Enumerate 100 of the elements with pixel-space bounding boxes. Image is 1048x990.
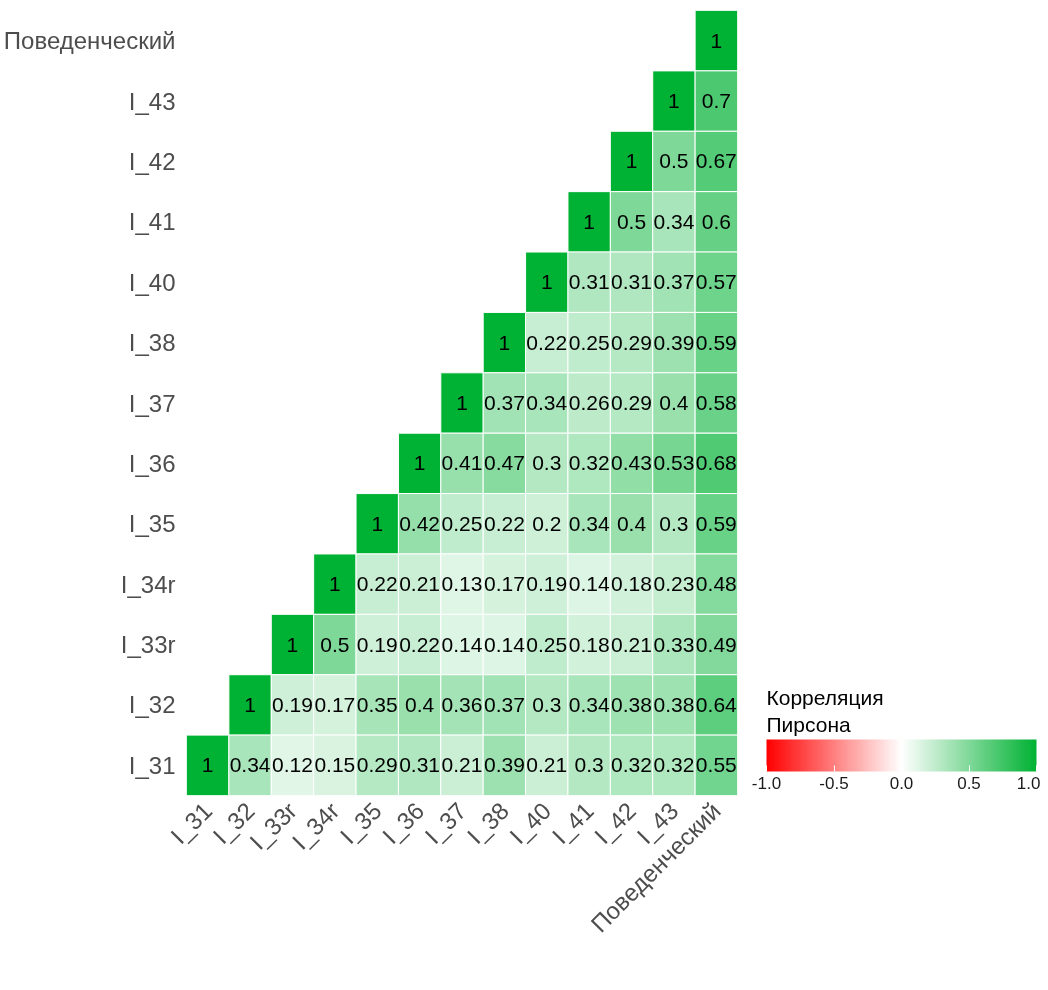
data-label: 0.48 [695, 572, 737, 596]
data-label: 0.37 [483, 692, 525, 716]
data-label: 0.17 [483, 572, 525, 596]
data-label: 0.36 [441, 692, 483, 716]
data-label: 0.3 [532, 692, 562, 716]
data-label: 0.39 [483, 753, 525, 777]
data-label: 1 [668, 89, 680, 113]
color-bar-label: 1.0 [1016, 773, 1041, 793]
data-label: 0.31 [399, 753, 441, 777]
data-label: 0.35 [356, 692, 398, 716]
y-tick-label: I_43 [128, 87, 176, 115]
data-label: 1 [371, 511, 384, 535]
data-label: 1 [413, 451, 426, 475]
data-label: 1 [625, 149, 638, 173]
data-label: 0.5 [320, 632, 350, 656]
data-label: 0.25 [441, 511, 483, 535]
data-label: 0.25 [568, 330, 610, 354]
color-bar-label: 0.0 [889, 773, 914, 793]
data-label: 0.18 [611, 572, 652, 596]
data-label: 1 [329, 572, 341, 596]
data-label: 1 [540, 270, 553, 294]
color-bar-label: -1.0 [751, 773, 782, 793]
data-label: 0.32 [568, 451, 610, 475]
data-label: 0.34 [229, 753, 271, 777]
data-label: 0.29 [611, 330, 652, 354]
data-label: 0.29 [611, 391, 652, 414]
data-label: 0.12 [272, 753, 313, 777]
data-label: 1 [498, 330, 511, 354]
data-label: 0.42 [399, 511, 441, 535]
data-label: 0.3 [659, 511, 689, 535]
y-tick-label: I_36 [128, 449, 176, 477]
data-label: 0.6 [701, 209, 731, 233]
data-label: 0.34 [526, 391, 568, 414]
data-label: 0.14 [483, 632, 526, 656]
data-label: 0.21 [399, 572, 441, 596]
y-tick-label: I_40 [128, 268, 176, 296]
data-label: 0.68 [695, 451, 737, 475]
data-label: 0.55 [695, 753, 737, 777]
data-label: 1 [456, 391, 468, 414]
data-label: 0.47 [483, 451, 525, 475]
data-label: 0.53 [653, 451, 695, 475]
data-label: 0.19 [356, 632, 398, 656]
data-label: 0.32 [653, 753, 695, 777]
data-label: 0.43 [611, 451, 652, 475]
data-label: 0.15 [314, 753, 356, 777]
data-label: 0.22 [356, 572, 398, 596]
data-label: 0.33 [653, 632, 695, 656]
data-label: 0.2 [532, 511, 562, 535]
data-label: 0.39 [653, 330, 695, 354]
data-label: 0.25 [526, 632, 568, 656]
data-label: 0.38 [653, 692, 695, 716]
data-label: 0.37 [653, 270, 695, 294]
color-bar-title: Корреляция Пирсона [766, 685, 884, 737]
data-label: 0.21 [441, 753, 483, 777]
data-label: 1 [201, 753, 214, 777]
data-label: 1 [244, 692, 256, 716]
data-label: 0.38 [611, 692, 652, 716]
data-label: 0.4 [405, 692, 435, 716]
y-tick-label: I_33r [120, 631, 176, 659]
data-label: 1 [583, 209, 595, 233]
data-label: 0.3 [574, 753, 604, 777]
y-tick-label: I_32 [128, 691, 176, 719]
data-label: 0.17 [314, 692, 356, 716]
data-label: 0.4 [616, 511, 647, 535]
data-label: 0.14 [441, 632, 483, 656]
data-label: 0.5 [659, 149, 689, 173]
data-label: 0.59 [695, 511, 737, 535]
y-tick-label: I_41 [128, 208, 176, 236]
data-label: 0.5 [616, 209, 647, 233]
data-label: 0.3 [532, 451, 562, 475]
data-label: 0.21 [611, 632, 652, 656]
data-label: 0.34 [568, 692, 610, 716]
y-tick-label: I_37 [128, 389, 176, 417]
data-label: 0.57 [695, 270, 737, 294]
data-label: 1 [710, 28, 723, 52]
data-label: 0.13 [441, 572, 483, 596]
data-label: 0.64 [695, 692, 738, 716]
data-label: 0.37 [483, 391, 525, 414]
y-tick-label: I_35 [128, 510, 176, 538]
data-label: 0.41 [441, 451, 483, 475]
y-tick-label: Поведенческий [3, 27, 176, 55]
data-label: 0.31 [611, 270, 652, 294]
data-label: 0.21 [526, 753, 568, 777]
y-tick-label: I_38 [128, 329, 176, 357]
y-tick-label: I_42 [128, 147, 176, 175]
data-label: 1 [286, 632, 299, 656]
data-label: 0.19 [526, 572, 568, 596]
data-label: 0.7 [701, 89, 731, 113]
color-bar-label: 0.5 [957, 773, 981, 793]
data-label: 0.58 [695, 391, 737, 414]
y-tick-label: I_31 [128, 751, 176, 779]
data-label: 0.23 [653, 572, 695, 596]
color-bar-label: -0.5 [819, 773, 849, 793]
data-label: 0.19 [272, 692, 313, 716]
data-label: 0.18 [568, 632, 610, 656]
data-label: 0.31 [568, 270, 610, 294]
data-label: 0.34 [568, 511, 610, 535]
data-label: 0.34 [653, 209, 695, 233]
data-label: 0.59 [695, 330, 737, 354]
data-label: 0.22 [399, 632, 441, 656]
